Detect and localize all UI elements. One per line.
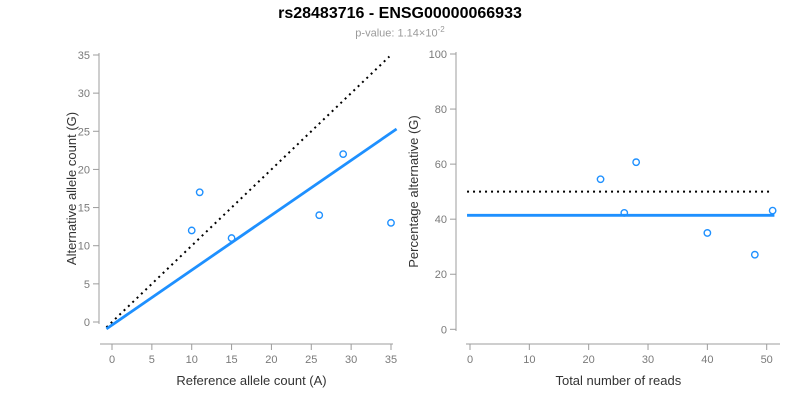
data-point	[227, 234, 236, 242]
y-tick-label: 20	[435, 269, 447, 281]
y-tick-label: 20	[78, 164, 90, 176]
pvalue-text: p-value: 1.14×10	[355, 27, 438, 40]
data-point	[632, 158, 641, 167]
x-tick-label: 15	[225, 354, 237, 366]
x-tick-label: 35	[385, 354, 397, 366]
x-tick-label: 20	[583, 354, 595, 366]
data-point	[187, 226, 196, 235]
y-tick-label: 30	[78, 88, 90, 100]
x-tick-label: 10	[186, 354, 198, 366]
data-point	[315, 211, 324, 220]
x-tick-label: 30	[345, 354, 357, 366]
y-tick-label: 5	[84, 279, 90, 291]
y-tick-label: 0	[84, 317, 90, 329]
x-tick-label: 0	[109, 354, 115, 366]
figure-subtitle: p-value: 1.14×10-2	[0, 25, 800, 40]
y-tick-label: 100	[429, 49, 447, 61]
y-tick-label: 10	[78, 241, 90, 253]
y-tick-label: 80	[435, 104, 447, 116]
figure-title: rs28483716 - ENSG00000066933	[278, 5, 522, 22]
data-point	[768, 206, 777, 215]
x-axis-title: Reference allele count (A)	[176, 373, 326, 388]
data-point	[620, 208, 629, 217]
data-point	[703, 229, 712, 237]
y-tick-label: 35	[78, 50, 90, 62]
pvalue-exponent: -2	[437, 25, 445, 34]
x-tick-label: 40	[701, 354, 713, 366]
x-tick-label: 0	[467, 354, 473, 366]
y-axis-title: Percentage alternative (G)	[406, 115, 421, 267]
y-tick-label: 15	[78, 203, 90, 215]
y-tick-label: 25	[78, 126, 90, 138]
data-point	[339, 150, 348, 159]
x-tick-label: 10	[523, 354, 535, 366]
data-point	[750, 250, 759, 259]
data-point	[195, 188, 204, 197]
identity-line	[105, 55, 391, 329]
x-tick-label: 5	[149, 354, 155, 366]
data-point	[387, 218, 395, 227]
x-tick-label: 25	[305, 354, 317, 366]
x-tick-label: 20	[265, 354, 277, 366]
fit-line	[105, 127, 398, 331]
x-axis-title: Total number of reads	[555, 373, 681, 388]
right-scatter-plot: 0 20 40 60 80 100 0 10 20 30 40 50 Total number of r…	[406, 49, 780, 388]
x-tick-label: 50	[761, 354, 773, 366]
data-point	[596, 175, 605, 184]
x-tick-label: 30	[642, 354, 654, 366]
y-tick-label: 40	[435, 214, 447, 226]
y-axis-title: Alternative allele count (G)	[64, 112, 79, 265]
y-tick-label: 60	[435, 159, 447, 171]
y-tick-label: 0	[441, 324, 447, 336]
left-scatter-plot: 0 5 10 15 20 25 30 35 0 5 10 15 20 25 30 35 Reference al…	[64, 50, 398, 388]
